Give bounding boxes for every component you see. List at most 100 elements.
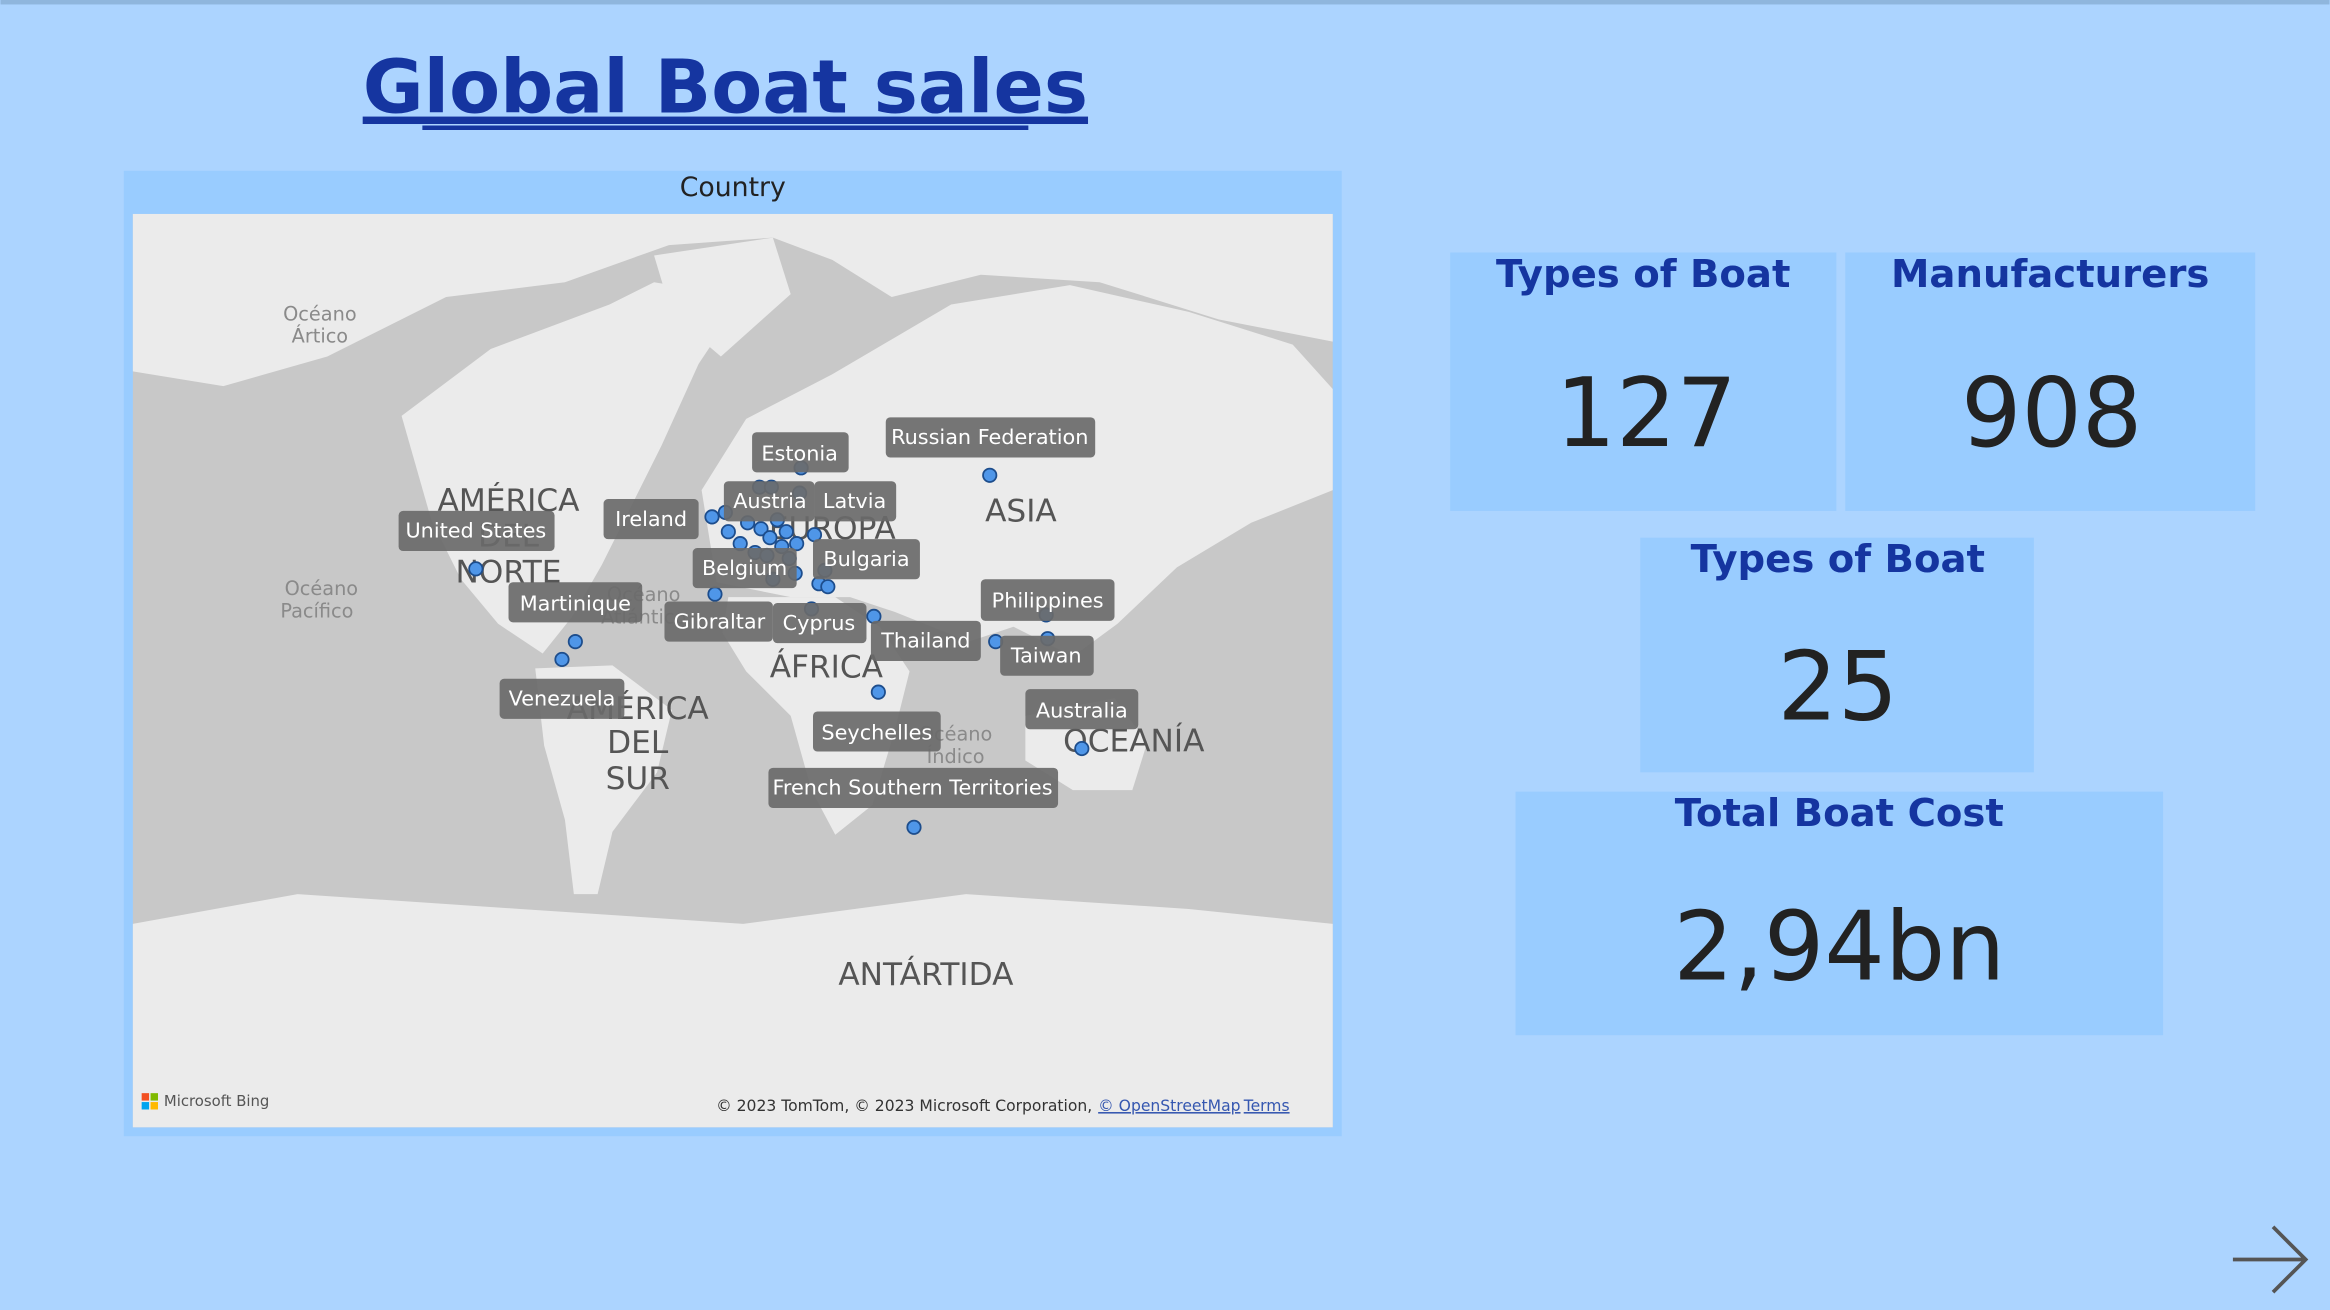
- label-box: [692, 548, 797, 589]
- card-value: 908: [1961, 359, 2142, 469]
- north-america: [401, 282, 744, 654]
- ocean-label: Ártico: [292, 325, 348, 348]
- label-box: [812, 539, 920, 580]
- map-title: Country: [680, 172, 786, 203]
- card-value: 2,94bn: [1673, 892, 2005, 1002]
- ocean-label: Índico: [927, 745, 985, 768]
- country-label: Latvia: [823, 489, 886, 513]
- antarctica: [132, 894, 1333, 1128]
- location-dot[interactable]: [707, 586, 723, 602]
- location-dot[interactable]: [778, 524, 794, 540]
- card-value: 25: [1777, 632, 1898, 742]
- ocean-label: Océano: [283, 302, 357, 325]
- greenland: [654, 237, 791, 357]
- country-label: French Southern Territories: [772, 776, 1052, 800]
- region-label: DEL: [607, 725, 669, 761]
- card-bg: [1845, 252, 2256, 511]
- location-dot[interactable]: [567, 634, 583, 650]
- location-dot[interactable]: [789, 536, 805, 552]
- ocean-label: Océano: [285, 577, 359, 600]
- country-label: Australia: [1036, 698, 1128, 722]
- card: Manufacturers 908: [1845, 252, 2256, 511]
- bing-logo: Microsoft Bing: [164, 1092, 269, 1110]
- arrow-icon[interactable]: [2232, 1225, 2309, 1294]
- location-dot[interactable]: [906, 819, 922, 835]
- terms-link[interactable]: Terms: [1243, 1097, 1290, 1115]
- copyright: © 2023 TomTom, © 2023 Microsoft Corporat…: [716, 1097, 1092, 1115]
- ocean-label: Pacífico: [280, 599, 353, 622]
- next-arrow[interactable]: [2232, 1225, 2309, 1294]
- card: Total Boat Cost 2,94bn: [1515, 791, 2164, 1036]
- country-labels: Estonia Russian Federation Austria Latvi…: [398, 417, 1139, 808]
- arctic-land: [132, 213, 1333, 387]
- card-title: Manufacturers: [1891, 252, 2209, 297]
- label-box: [723, 481, 815, 522]
- label-box: [980, 579, 1115, 621]
- card: Types of Boat 25: [1640, 537, 2034, 773]
- country-label: Cyprus: [783, 611, 856, 635]
- card-title: Types of Boat: [1496, 252, 1790, 297]
- card-bg: [1450, 252, 1837, 511]
- location-dot[interactable]: [870, 684, 886, 700]
- label-box: [1025, 689, 1139, 730]
- label-box: [508, 582, 643, 623]
- label-box: [1000, 635, 1094, 676]
- location-dot[interactable]: [982, 467, 998, 483]
- location-dot[interactable]: [762, 530, 778, 546]
- country-label: Seychelles: [821, 721, 932, 745]
- location-dot[interactable]: [753, 521, 769, 537]
- country-label: Martinique: [520, 592, 631, 616]
- location-dot[interactable]: [720, 524, 736, 540]
- country-label: Belgium: [702, 556, 787, 580]
- country-label: Austria: [733, 489, 806, 513]
- card-bg: [1640, 537, 2034, 773]
- label-box: [772, 603, 867, 644]
- label-box: [885, 417, 1096, 458]
- label-box: [812, 711, 941, 752]
- osm-link[interactable]: © OpenStreetMap: [1098, 1097, 1240, 1115]
- page-title: Global Boat sales: [363, 44, 1088, 131]
- logo-square: [150, 1093, 158, 1101]
- location-dot[interactable]: [554, 651, 570, 668]
- location-dot[interactable]: [468, 561, 484, 577]
- card-bg: [1515, 791, 2164, 1036]
- region-label: ASIA: [985, 493, 1057, 529]
- map-visual: Country Océano Ártico Océano Pacífico Oc…: [123, 170, 1342, 1137]
- country-label: Russian Federation: [891, 425, 1088, 449]
- label-box: [870, 620, 981, 661]
- location-dot[interactable]: [704, 509, 720, 525]
- label-box: [768, 767, 1059, 808]
- region-label: ANTÁRTIDA: [838, 955, 1014, 993]
- label-box: [664, 601, 773, 642]
- label-box: [752, 432, 849, 473]
- top-border: [0, 0, 2330, 5]
- country-label: Bulgaria: [823, 547, 909, 571]
- map[interactable]: Océano Ártico Océano Pacífico Océano Atl…: [132, 213, 1333, 1128]
- country-label: Gibraltar: [674, 609, 766, 633]
- country-label: United States: [405, 519, 546, 543]
- logo-square: [141, 1093, 150, 1101]
- country-label: Venezuela: [509, 687, 616, 711]
- card: Types of Boat 127: [1450, 252, 1837, 511]
- country-label: Thailand: [880, 629, 970, 653]
- card-title: Total Boat Cost: [1675, 791, 2004, 836]
- region-label: SUR: [606, 761, 670, 797]
- country-label: Taiwan: [1010, 643, 1082, 667]
- card-value: 127: [1556, 359, 1737, 469]
- logo-square: [141, 1102, 150, 1110]
- country-label: Estonia: [761, 441, 838, 465]
- attribution: Microsoft Bing © 2023 TomTom, © 2023 Mic…: [141, 1092, 1290, 1115]
- country-label: Philippines: [992, 589, 1104, 613]
- label-box: [398, 510, 555, 552]
- logo-square: [150, 1102, 158, 1110]
- region-label: ÁFRICA: [770, 647, 884, 685]
- label-box: [603, 499, 699, 540]
- label-box: [814, 481, 897, 522]
- south-america: [535, 665, 672, 895]
- location-dot[interactable]: [1074, 740, 1090, 757]
- country-label: Ireland: [615, 507, 687, 531]
- card-title: Types of Boat: [1691, 537, 1985, 582]
- label-box: [499, 678, 625, 719]
- location-dot[interactable]: [820, 579, 836, 595]
